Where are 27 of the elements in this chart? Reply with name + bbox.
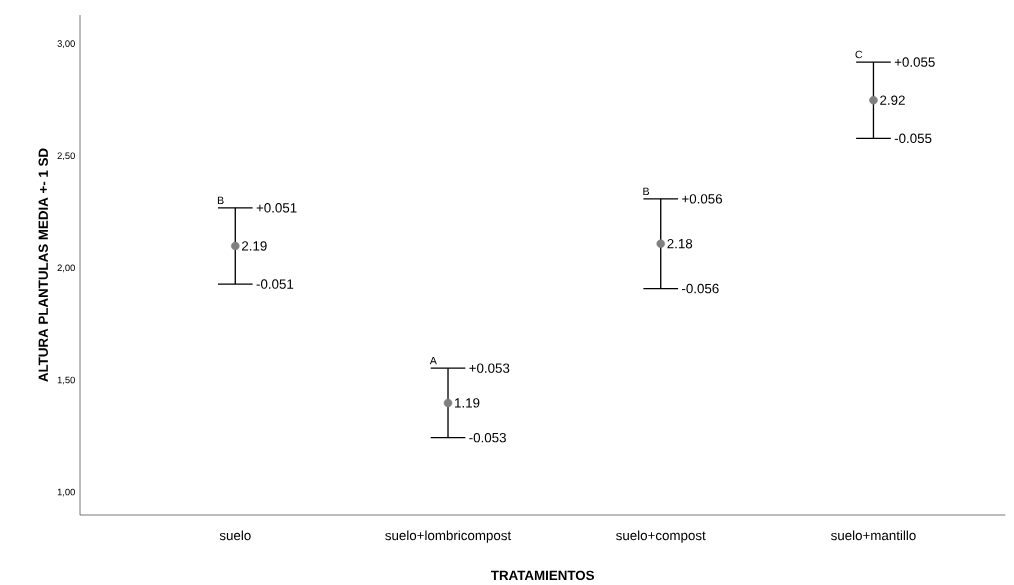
annotation: +0.051 (256, 203, 297, 213)
y-tick-label: 1,00 (57, 488, 75, 497)
x-tick-label: suelo+compost (616, 530, 706, 544)
y-axis-title: ALTURA PLANTULAS MEDIA +- 1 SD (38, 148, 48, 383)
x-tick-label: suelo+mantillo (831, 530, 916, 541)
annotation: -0.055 (894, 133, 932, 144)
annotation: B (643, 187, 650, 196)
annotation: -0.056 (682, 284, 719, 294)
annotation: +0.056 (682, 194, 723, 204)
annotation: C (855, 50, 863, 59)
annotation: 2.18 (667, 239, 693, 249)
annotation: +0.055 (894, 57, 935, 68)
annotation: A (429, 357, 437, 365)
y-tick-label: 1,50 (57, 376, 75, 385)
annotation: -0.053 (469, 433, 506, 443)
y-tick-label: 2,00 (57, 264, 75, 273)
annotation: 2.92 (880, 95, 905, 106)
y-tick-label: 2,50 (57, 152, 75, 161)
annotation: +0.053 (469, 363, 510, 374)
annotation: 2.19 (242, 241, 267, 251)
x-tick-label: suelo+lombricompost (385, 530, 512, 544)
annotation: B (217, 196, 224, 205)
annotation: 1.19 (455, 398, 480, 408)
x-axis-title: TRATAMIENTOS (490, 570, 595, 581)
annotation: -0.051 (256, 279, 294, 290)
x-tick-label: suelo (219, 530, 251, 541)
y-tick-label: 3,00 (57, 40, 75, 49)
